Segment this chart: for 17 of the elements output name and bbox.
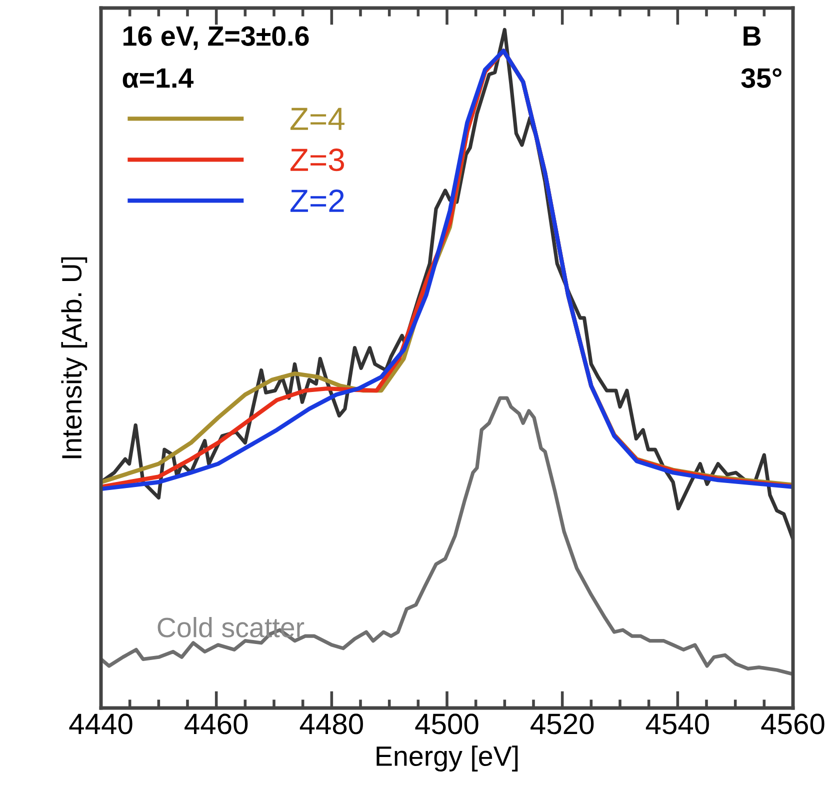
legend-label: Z=4 [290,108,344,130]
x-tick-label: 4460 [184,714,248,734]
legend-label: Z=2 [290,190,344,212]
annotation: 35° [741,68,782,88]
x-tick-label: 4540 [646,714,709,734]
annotation: B [744,26,761,46]
x-axis-title: Energy [eV] [376,746,518,772]
annotation: Cold scatter [158,617,304,638]
legend-label: Z=3 [290,148,344,172]
x-tick-label: 4480 [300,714,363,734]
x-tick-label: 4440 [69,714,132,734]
annotation: 16 eV, Z=3±0.6 [124,26,309,50]
y-axis-title: Intensity [Arb. U] [61,257,88,458]
x-tick-label: 4520 [530,714,594,734]
annotation: α=1.4 [122,68,194,88]
x-tick-label: 4560 [761,714,824,734]
x-tick-label: 4500 [415,714,478,734]
